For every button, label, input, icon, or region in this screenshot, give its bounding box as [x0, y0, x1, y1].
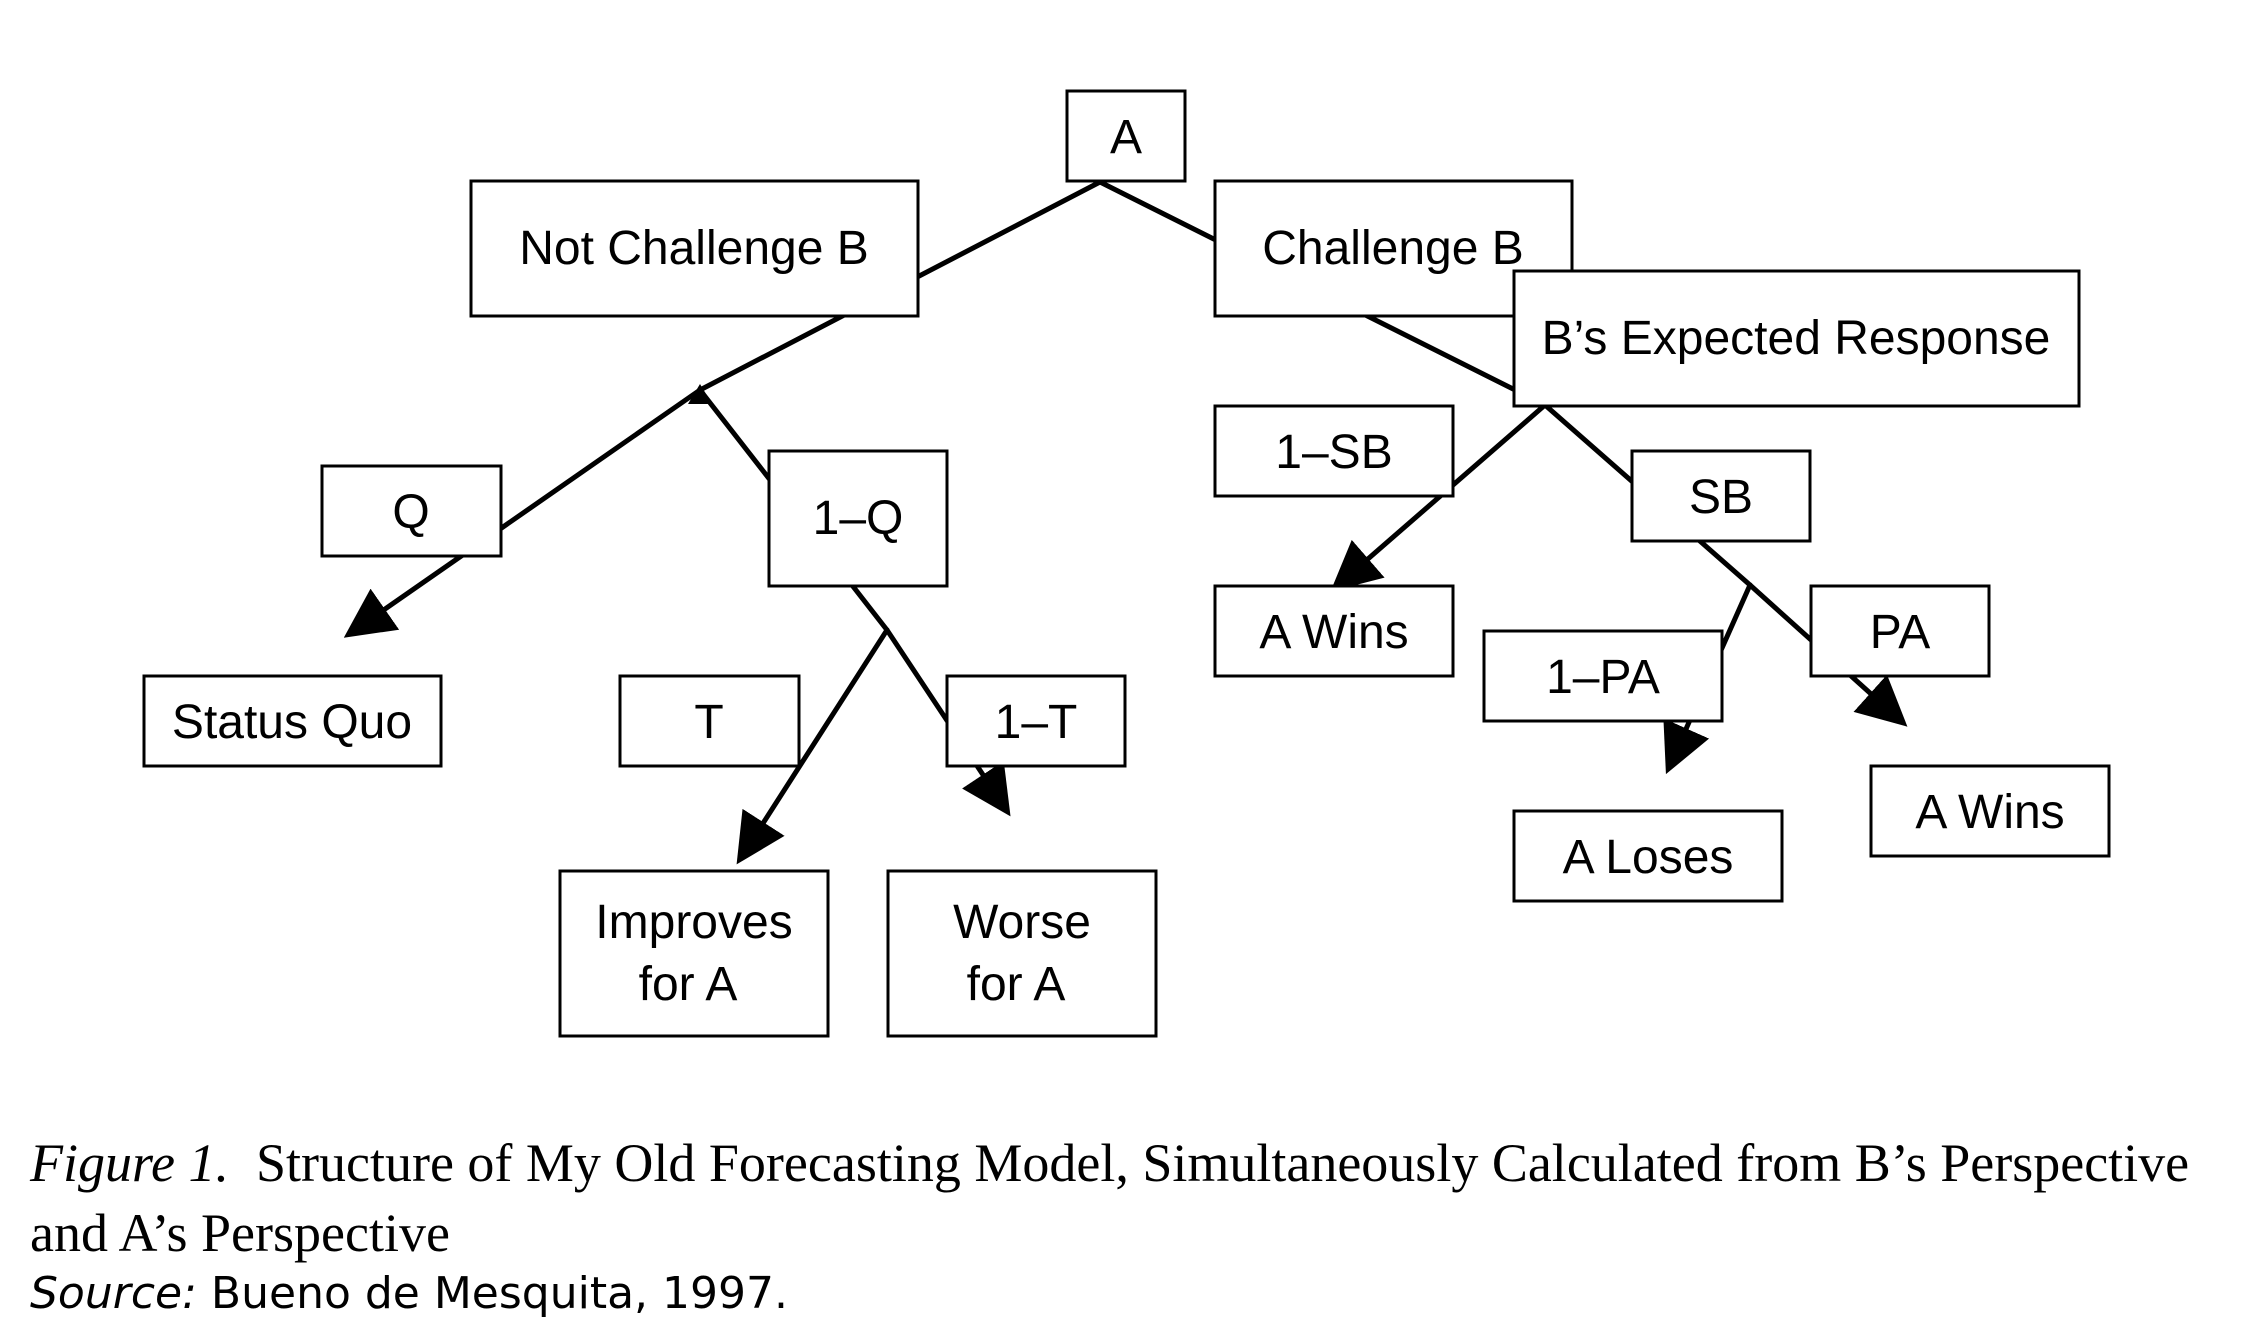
- source-label: Source:: [30, 1268, 197, 1319]
- node-a-wins-right: A Wins: [1869, 764, 2111, 858]
- edge-chance-to-status-quo: [343, 387, 703, 638]
- svg-text:Not Challenge B: Not Challenge B: [519, 222, 869, 275]
- chance-node-marker: [688, 384, 712, 404]
- svg-text:Improves: Improves: [595, 896, 792, 949]
- svg-text:1–Q: 1–Q: [813, 492, 904, 545]
- node-one-minus-t: 1–T: [945, 674, 1127, 768]
- svg-text:A Wins: A Wins: [1915, 786, 2064, 839]
- svg-text:A: A: [1110, 111, 1142, 164]
- svg-text:B’s Expected Response: B’s Expected Response: [1542, 312, 2051, 365]
- figure-label: Figure 1.: [30, 1133, 229, 1193]
- node-not-challenge-b: Not Challenge B: [469, 179, 920, 318]
- node-a-loses: A Loses: [1512, 809, 1784, 903]
- figure-caption-text: Structure of My Old Forecasting Model, S…: [30, 1133, 2190, 1263]
- svg-text:SB: SB: [1689, 471, 1753, 524]
- svg-text:Challenge B: Challenge B: [1262, 222, 1524, 275]
- svg-text:1–PA: 1–PA: [1546, 651, 1660, 704]
- source-text: Bueno de Mesquita, 1997.: [210, 1268, 788, 1319]
- edge-to-improves: [736, 627, 890, 865]
- node-a-wins-left: A Wins: [1213, 584, 1455, 678]
- svg-text:Q: Q: [392, 486, 429, 539]
- node-a: A: [1065, 89, 1187, 183]
- figure-caption: Figure 1. Structure of My Old Forecastin…: [30, 1128, 2230, 1268]
- svg-text:A Wins: A Wins: [1259, 606, 1408, 659]
- svg-text:for A: for A: [967, 958, 1066, 1011]
- node-one-minus-q: 1–Q: [767, 449, 949, 588]
- node-t: T: [618, 674, 801, 768]
- svg-text:1–SB: 1–SB: [1275, 426, 1392, 479]
- node-bs-expected-response: B’s Expected Response: [1512, 269, 2081, 408]
- svg-text:Worse: Worse: [953, 896, 1091, 949]
- node-q: Q: [320, 464, 503, 558]
- svg-text:T: T: [694, 696, 723, 749]
- node-improves-for-a: Improves for A: [558, 869, 830, 1038]
- node-worse-for-a: Worse for A: [886, 869, 1158, 1038]
- node-pa: PA: [1809, 584, 1991, 678]
- svg-text:A Loses: A Loses: [1563, 831, 1734, 884]
- source-line: Source: Bueno de Mesquita, 1997.: [30, 1268, 788, 1319]
- svg-text:Status Quo: Status Quo: [172, 696, 412, 749]
- node-sb: SB: [1630, 449, 1812, 543]
- svg-text:1–T: 1–T: [995, 696, 1078, 749]
- node-one-minus-pa: 1–PA: [1482, 629, 1724, 723]
- svg-text:for A: for A: [639, 958, 738, 1011]
- node-one-minus-sb: 1–SB: [1213, 404, 1455, 498]
- svg-text:PA: PA: [1870, 606, 1930, 659]
- node-status-quo: Status Quo: [142, 674, 443, 768]
